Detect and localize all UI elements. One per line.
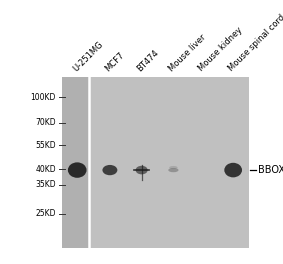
Text: Mouse liver: Mouse liver [167, 33, 208, 73]
Text: 100KD: 100KD [31, 93, 56, 102]
Text: BT474: BT474 [135, 48, 160, 73]
Ellipse shape [102, 165, 117, 175]
Text: MCF7: MCF7 [104, 50, 127, 73]
Ellipse shape [136, 166, 148, 175]
Text: 25KD: 25KD [36, 209, 56, 218]
Ellipse shape [169, 166, 178, 169]
Text: 40KD: 40KD [35, 165, 56, 174]
Bar [62, 77, 249, 248]
Text: Mouse spinal cord: Mouse spinal cord [227, 13, 283, 73]
Ellipse shape [168, 168, 179, 172]
Text: 35KD: 35KD [35, 180, 56, 189]
Text: 70KD: 70KD [35, 118, 56, 128]
Text: U-251MG: U-251MG [71, 40, 104, 73]
Text: Mouse kidney: Mouse kidney [197, 26, 245, 73]
Bar [62, 77, 89, 248]
Ellipse shape [224, 163, 242, 177]
Text: 55KD: 55KD [35, 141, 56, 150]
Ellipse shape [68, 162, 87, 178]
Text: BBOX1: BBOX1 [258, 165, 283, 175]
